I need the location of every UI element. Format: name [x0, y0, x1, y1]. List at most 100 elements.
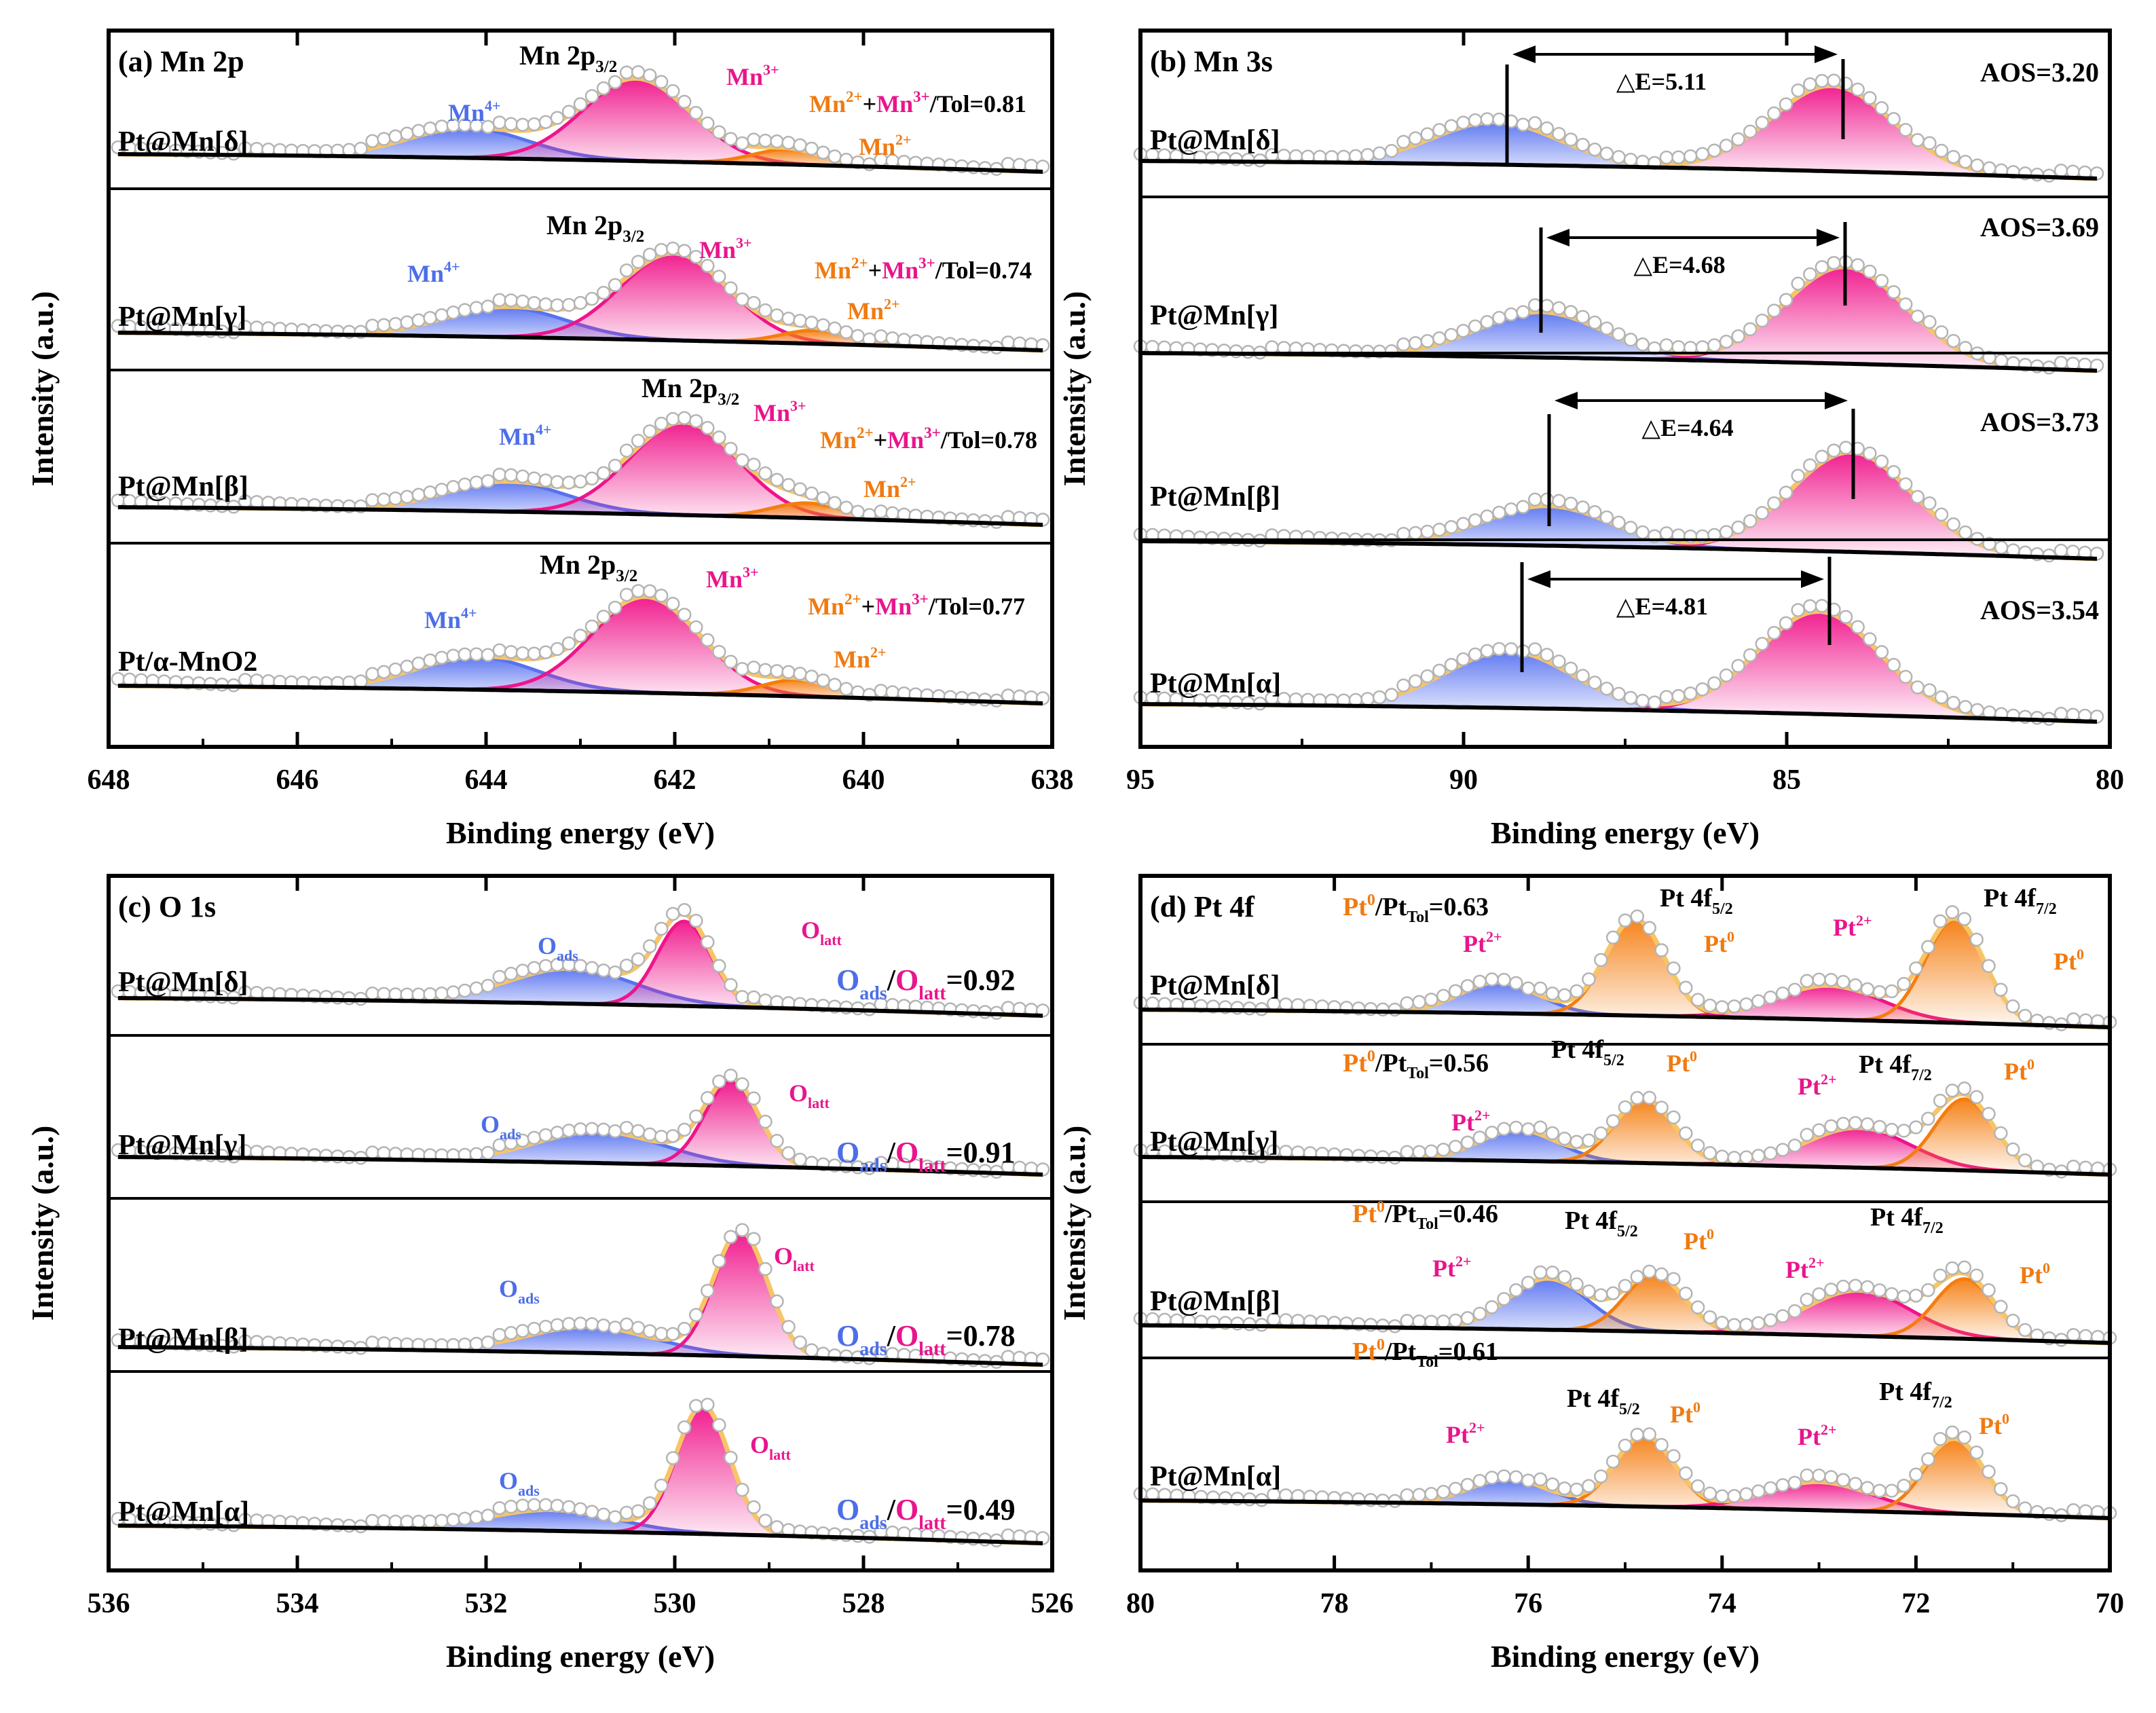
data-point: [596, 610, 611, 624]
data-point: [1679, 980, 1693, 995]
data-point: [504, 644, 519, 659]
data-point: [1635, 693, 1650, 708]
data-point: [1715, 1149, 1730, 1164]
x-axis-label: Binding energy (eV): [446, 815, 715, 850]
data-point: [1695, 682, 1710, 697]
data-point: [1739, 997, 1753, 1012]
data-point: [1594, 1126, 1608, 1141]
pt-ratio-label: Pt0/PtTol=0.61: [1352, 1336, 1498, 1371]
data-point: [654, 1327, 669, 1341]
data-point: [423, 987, 437, 1001]
data-point: [527, 1130, 542, 1145]
data-point: [1731, 520, 1745, 535]
data-point: [1690, 1300, 1705, 1314]
peak-fill-84.5: [1140, 611, 2097, 722]
data-point: [689, 1399, 703, 1413]
baseline-line: [117, 1524, 1043, 1545]
data-point: [677, 1420, 692, 1435]
data-point: [1659, 150, 1674, 165]
data-point: [481, 978, 496, 993]
data-point: [400, 315, 414, 330]
data-point: [1872, 984, 1887, 999]
data-point: [1909, 1288, 1923, 1303]
data-point: [619, 65, 634, 79]
data-point: [1594, 1469, 1608, 1484]
data-point: [2005, 1142, 2020, 1157]
data-point: [758, 466, 773, 481]
x-tick-label: 528: [842, 1588, 885, 1619]
data-point: [1679, 1466, 1693, 1481]
data-point: [1683, 686, 1698, 701]
series-0: [111, 903, 1050, 1020]
data-point: [642, 424, 657, 439]
data-point: [1654, 1437, 1669, 1452]
x-tick-label: 76: [1514, 1588, 1542, 1619]
olatt-label: Olatt: [801, 917, 844, 948]
data-point: [631, 1321, 646, 1335]
data-point: [1863, 264, 1877, 279]
data-point: [665, 1128, 680, 1143]
data-point: [1396, 526, 1411, 541]
data-point: [1909, 961, 1923, 976]
data-point: [654, 1129, 669, 1144]
data-point: [1958, 154, 1973, 169]
peak-fill-71.6: [1140, 920, 2110, 1027]
pt0-label: Pt0: [1667, 1048, 1699, 1077]
data-point: [1812, 972, 1826, 987]
data-point: [469, 1336, 484, 1351]
data-point: [596, 963, 611, 978]
data-point: [701, 1397, 715, 1412]
data-point: [423, 653, 437, 667]
series-1: [1133, 255, 2104, 375]
x-tick-label: 534: [276, 1588, 319, 1619]
data-point: [712, 430, 726, 445]
data-point: [642, 1127, 657, 1142]
data-point: [1563, 132, 1578, 147]
x-tick-label: 532: [465, 1588, 508, 1619]
data-point: [1563, 661, 1578, 676]
data-point: [1703, 1146, 1717, 1160]
data-point: [1396, 134, 1411, 149]
data-point: [2066, 1328, 2081, 1342]
pt4f52-label: Pt 4f5/2: [1660, 884, 1735, 918]
data-point: [1480, 644, 1494, 658]
delta-e-label: △E=5.11: [1616, 68, 1707, 95]
data-point: [1509, 976, 1523, 991]
data-point: [492, 467, 507, 482]
data-point: [1787, 982, 1802, 997]
data-point: [619, 1317, 634, 1332]
data-point: [804, 486, 819, 501]
data-point: [1824, 1283, 1838, 1297]
data-point: [654, 75, 669, 89]
series-0: [111, 65, 1050, 177]
data-point: [1497, 1291, 1511, 1306]
data-point: [654, 1478, 669, 1493]
data-point: [1605, 930, 1620, 945]
data-point: [538, 1128, 553, 1143]
data-point: [1824, 1470, 1838, 1484]
peak-fill-74.8: [1140, 1099, 2110, 1175]
data-point: [828, 678, 842, 692]
pt-ratio-label: Pt0/PtTol=0.46: [1352, 1198, 1498, 1233]
peak-fill-530.8: [117, 1131, 1043, 1175]
data-point: [1384, 688, 1399, 702]
data-point: [550, 1125, 565, 1140]
data-point: [1727, 999, 1741, 1014]
data-point: [481, 1509, 496, 1523]
data-point: [781, 136, 796, 150]
o-ratio-label: Oads/Olatt=0.49: [836, 1493, 1016, 1534]
data-point: [1791, 83, 1805, 98]
data-point: [573, 1502, 588, 1517]
pt0-label: Pt0: [2004, 1056, 2037, 1085]
data-point: [1623, 520, 1638, 535]
y-axis-label: Intensity (a.u.): [1057, 1126, 1092, 1321]
data-point: [816, 673, 830, 688]
data-point: [1909, 1467, 1923, 1482]
data-point: [1516, 117, 1530, 132]
x-tick-label: 85: [1772, 765, 1801, 796]
panel-d: [1133, 874, 2117, 1572]
data-point: [400, 1515, 414, 1529]
pt4f52-label: Pt 4f5/2: [1565, 1207, 1640, 1240]
data-point: [1569, 984, 1584, 999]
data-point: [1994, 540, 2009, 555]
